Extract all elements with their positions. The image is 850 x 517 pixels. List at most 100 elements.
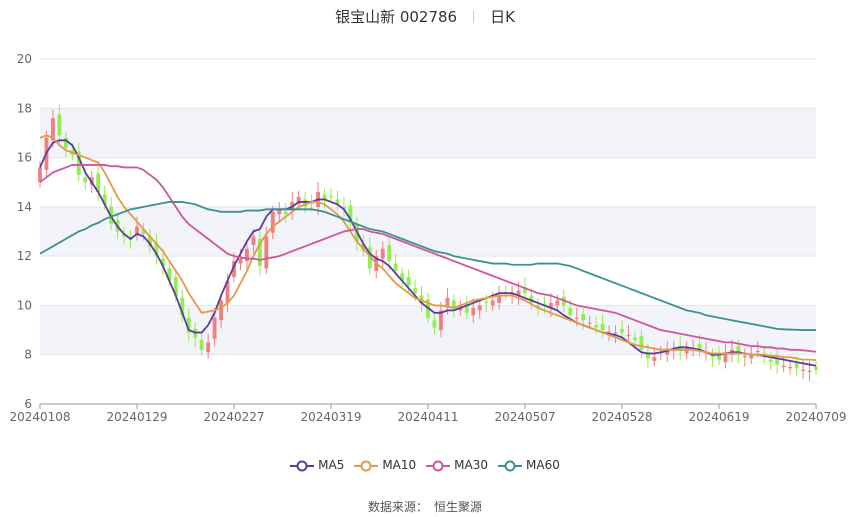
candle-body <box>788 367 793 369</box>
candle-body <box>393 263 398 271</box>
candle-body <box>451 300 456 308</box>
candle-body <box>387 245 392 262</box>
candle-body <box>199 339 204 350</box>
candle-body <box>529 295 534 303</box>
candle-body <box>76 151 81 175</box>
candle-body <box>225 280 230 303</box>
candle-body <box>206 342 211 353</box>
candle-body <box>180 298 185 316</box>
x-tick-label: 20240507 <box>494 410 555 424</box>
candle-body <box>445 298 450 307</box>
ma-line-ma5 <box>39 139 817 367</box>
candle-body <box>652 357 657 361</box>
candle-body <box>633 337 637 340</box>
candle-body <box>607 331 611 333</box>
candle-body <box>57 114 62 136</box>
x-tick-label: 20240129 <box>106 410 167 424</box>
legend-label: MA60 <box>526 458 560 472</box>
candle-body <box>251 236 256 246</box>
candle-body <box>749 354 754 359</box>
candle-body <box>400 273 405 281</box>
candle-body <box>296 197 301 205</box>
candle-body <box>471 307 476 316</box>
candle-body <box>717 353 721 360</box>
candle-body <box>51 118 55 141</box>
candle-body <box>342 206 346 210</box>
candle-body <box>775 358 780 365</box>
legend-marker-icon <box>426 460 451 472</box>
y-axis-ticks: 6 8 10 12 14 16 18 20 <box>17 52 32 411</box>
ma-line-ma60 <box>39 201 816 331</box>
candle-body <box>639 336 644 350</box>
source-provider: 恒生聚源 <box>434 500 483 514</box>
candle-body <box>490 300 495 306</box>
y-tick-label: 20 <box>17 52 32 66</box>
candle-body <box>484 301 489 303</box>
candle-body <box>587 322 592 324</box>
candle-body <box>322 194 327 200</box>
y-tick-label: 6 <box>24 397 32 411</box>
candle-body <box>581 314 586 321</box>
candle-body <box>600 323 605 331</box>
candle-body <box>697 343 702 350</box>
candle-body <box>329 195 333 197</box>
x-tick-label: 20240227 <box>203 410 264 424</box>
candle-body <box>270 211 275 233</box>
candle-body <box>548 302 553 308</box>
x-tick-label: 20240108 <box>9 410 70 424</box>
candle-body <box>309 203 314 205</box>
legend-item-ma30[interactable]: MA30 <box>426 458 488 472</box>
candle-body <box>458 307 463 311</box>
legend-marker-icon <box>290 460 315 472</box>
candle-body <box>303 199 308 207</box>
title-separator <box>473 10 475 23</box>
candle-body <box>781 365 786 368</box>
candle-body <box>173 277 178 296</box>
ma-lines <box>39 134 817 367</box>
legend-item-ma10[interactable]: MA10 <box>354 458 416 472</box>
candle-body <box>755 351 760 353</box>
candle-body <box>626 335 631 336</box>
candle-body <box>613 332 618 334</box>
candle-body <box>186 317 191 333</box>
candle-body <box>678 346 683 352</box>
candle-body <box>380 248 385 259</box>
candle-body <box>742 355 747 358</box>
candle-body <box>257 238 262 266</box>
ma-line-ma10 <box>39 134 817 362</box>
candle-body <box>141 229 146 234</box>
candle-body <box>645 352 650 359</box>
candle-body <box>536 305 540 308</box>
y-tick-label: 10 <box>17 298 32 312</box>
legend: MA5 MA10 MA30 MA60 <box>0 458 850 472</box>
candle-body <box>167 268 172 281</box>
candle-body <box>102 194 107 205</box>
legend-item-ma5[interactable]: MA5 <box>290 458 344 472</box>
data-source: 数据来源： 恒生聚源 <box>0 498 850 515</box>
candle-body <box>232 261 236 278</box>
candle-body <box>464 304 469 313</box>
candle-body <box>620 328 624 333</box>
candle-body <box>63 137 68 148</box>
candle-body <box>801 369 805 371</box>
candle-body <box>568 307 573 316</box>
candle-body <box>335 199 340 205</box>
source-label: 数据来源： <box>367 500 428 514</box>
candle-body <box>794 363 799 369</box>
candle-body <box>160 258 165 266</box>
candle-body <box>510 293 514 296</box>
candle-body <box>154 242 159 257</box>
y-tick-label: 12 <box>17 249 32 263</box>
x-tick-label: 20240709 <box>785 410 846 424</box>
x-tick-label: 20240411 <box>397 410 458 424</box>
candle-body <box>594 325 599 328</box>
candle-body <box>574 317 579 319</box>
candle-body <box>432 320 437 328</box>
candle-body <box>723 352 728 363</box>
candle-body <box>245 248 249 262</box>
candle-body <box>516 290 521 296</box>
candle-body <box>96 173 101 193</box>
candle-body <box>277 209 282 215</box>
legend-item-ma60[interactable]: MA60 <box>498 458 560 472</box>
